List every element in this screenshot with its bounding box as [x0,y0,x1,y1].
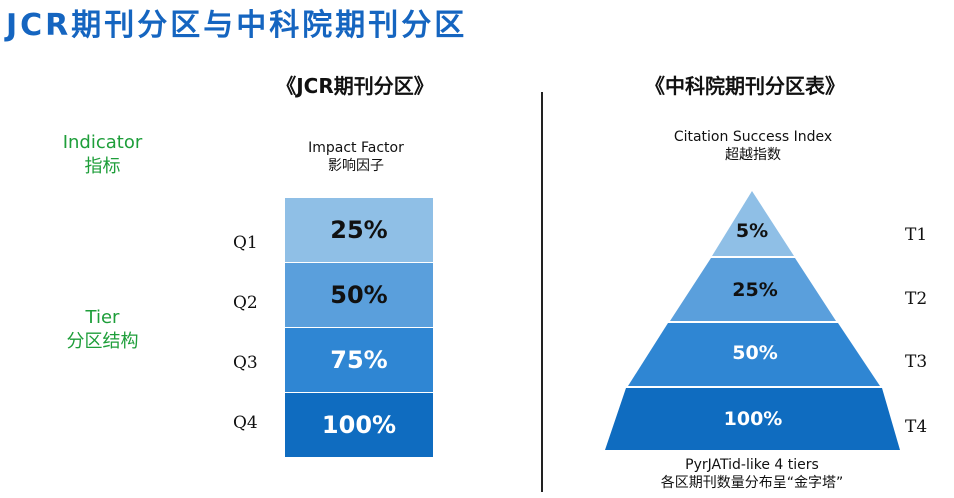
jcr-metric-zh: 影响因子 [328,158,384,174]
q-label-q4: Q4 [233,413,258,433]
jcr-heading: 《JCR期刊分区》 [276,74,434,98]
t-label-t2: T2 [905,289,928,309]
tier-label-en: Tier [85,307,120,328]
jcr-metric-caption: Impact Factor 影响因子 [276,139,436,175]
indicator-label-en: Indicator [62,132,143,153]
indicator-label-zh: 指标 [84,156,121,177]
jcr-tier-q3: 75% [285,328,433,392]
section-divider [541,92,543,492]
jcr-tier-q1: 25% [285,198,433,262]
jcr-tier-q4-value: 100% [321,411,397,439]
jcr-tier-q2: 50% [285,263,433,327]
cas-tier-t4-value: 100% [723,408,783,430]
tier-label-zh: 分区结构 [66,331,139,352]
t-label-t1: T1 [905,225,928,245]
cas-tier-t2-value: 25% [732,279,778,301]
cas-footer-caption: PyrJATid-like 4 tiers 各区期刊数量分布呈“金字塔” [652,456,852,492]
cas-tier-t3-shape [628,323,880,386]
cas-tier-t2-shape [670,258,836,321]
page-title: JCR期刊分区与中科院期刊分区 [6,8,468,43]
cas-metric-caption: Citation Success Index 超越指数 [653,128,853,164]
jcr-tier-q2-value: 50% [330,281,388,309]
q-label-q1: Q1 [233,233,258,253]
cas-heading: 《中科院期刊分区表》 [645,74,845,98]
jcr-metric-en: Impact Factor [308,140,404,156]
cas-tier-t1-shape [712,191,794,256]
tier-label: Tier 分区结构 [40,306,165,354]
cas-metric-zh: 超越指数 [725,147,781,163]
jcr-tier-q4: 100% [285,393,433,457]
cas-tier-t4-shape [605,388,900,450]
cas-footer-zh: 各区期刊数量分布呈“金字塔” [660,475,844,491]
cas-tier-t1-value: 5% [735,220,769,242]
q-label-q2: Q2 [233,293,258,313]
q-label-q3: Q3 [233,353,258,373]
t-label-t3: T3 [905,352,928,372]
jcr-tier-bar: 25% 50% 75% 100% [285,198,433,458]
t-label-t4: T4 [905,417,928,437]
jcr-tier-q3-value: 75% [330,346,388,374]
cas-tier-t3-value: 50% [732,342,778,364]
cas-metric-en: Citation Success Index [673,129,833,145]
indicator-label: Indicator 指标 [40,131,165,179]
cas-footer-en: PyrJATid-like 4 tiers [685,457,819,473]
jcr-tier-q1-value: 25% [330,216,388,244]
